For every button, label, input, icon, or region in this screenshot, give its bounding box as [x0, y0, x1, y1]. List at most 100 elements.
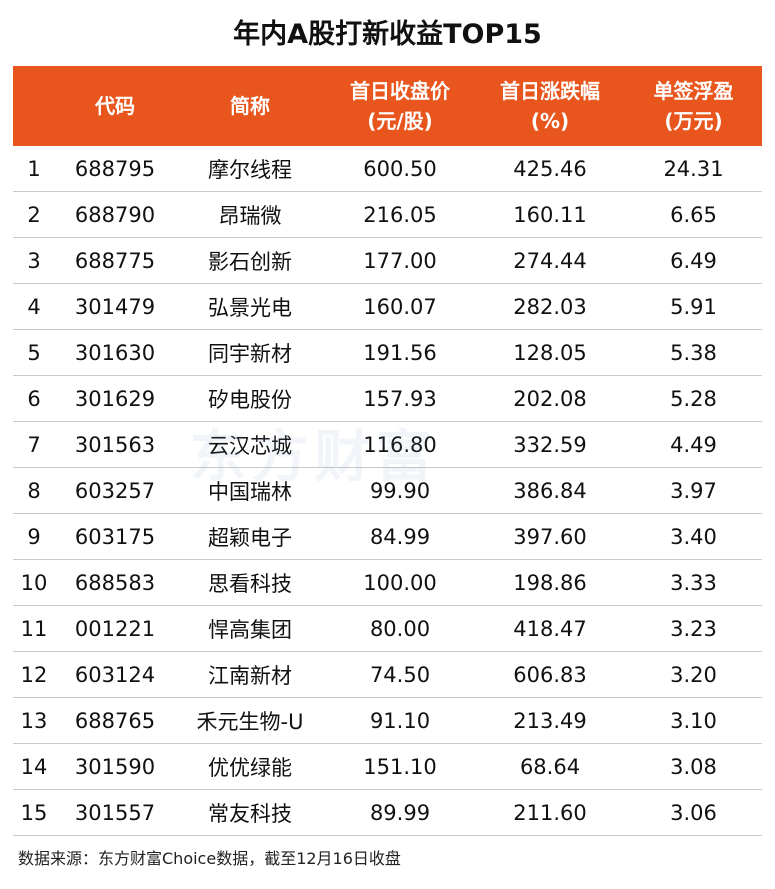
table-cell: 116.80: [363, 432, 437, 457]
table-row: 5 301630 同宇新材 191.56 128.05 5.38: [13, 330, 762, 376]
table-row: 6 301629 矽电股份 157.93 202.08 5.28: [13, 376, 762, 422]
table-cell: 688775: [74, 248, 156, 273]
title: 年内A股打新收益TOP15: [233, 19, 542, 50]
table-cell: 5: [27, 340, 41, 365]
table-cell: 386.84: [513, 478, 587, 503]
table-row: 15 301557 常友科技 89.99 211.60 3.06: [13, 790, 762, 836]
header-cell: 代码: [95, 94, 135, 118]
table-cell: 301557: [74, 800, 156, 825]
table-cell: 397.60: [513, 524, 587, 549]
table-cell: 云汉芯城: [208, 433, 292, 458]
source-note: 数据来源：东方财富Choice数据，截至12月16日收盘: [18, 849, 401, 868]
table-cell: 688765: [74, 708, 156, 733]
table-cell: 4: [27, 294, 41, 319]
table-cell: 3.08: [670, 754, 717, 779]
table-cell: 600.50: [363, 156, 437, 181]
table-cell: 11: [20, 616, 48, 641]
table-cell: 3.23: [670, 616, 717, 641]
table-cell: 13: [20, 708, 48, 733]
table-row: 12 603124 江南新材 74.50 606.83 3.20: [13, 652, 762, 698]
table-cell: 5.38: [670, 340, 717, 365]
table-cell: 301590: [74, 754, 156, 779]
header-cell: 首日收盘价 (元/股): [350, 79, 450, 133]
table-cell: 603124: [74, 662, 156, 687]
table-cell: 301479: [74, 294, 156, 319]
table-cell: 211.60: [513, 800, 587, 825]
table-cell: 3.06: [670, 800, 717, 825]
table-cell: 6.49: [670, 248, 717, 273]
table-cell: 思看科技: [208, 571, 292, 596]
table-cell: 301629: [74, 386, 156, 411]
table-cell: 影石创新: [208, 249, 292, 274]
table-cell: 68.64: [519, 754, 581, 779]
table-cell: 74.50: [369, 662, 431, 687]
table-cell: 24.31: [663, 156, 724, 181]
table-row: 9 603175 超颖电子 84.99 397.60 3.40: [13, 514, 762, 560]
table-cell: 5.28: [670, 386, 717, 411]
table-cell: 3.97: [670, 478, 717, 503]
table-row: 14 301590 优优绿能 151.10 68.64 3.08: [13, 744, 762, 790]
table-cell: 688790: [74, 202, 156, 227]
table-cell: 8: [27, 478, 41, 503]
header-cell: 首日涨跌幅 (%): [500, 79, 600, 133]
table-cell: 12: [20, 662, 48, 687]
table-row: 11 001221 悍高集团 80.00 418.47 3.23: [13, 606, 762, 652]
table-cell: 274.44: [513, 248, 587, 273]
header-row: 代码 简称 首日收盘价 (元/股) 首日涨跌幅 (%) 单签浮盈 (万元): [13, 66, 762, 146]
table-cell: 191.56: [363, 340, 437, 365]
table-cell: 江南新材: [208, 663, 292, 688]
table-cell: 悍高集团: [208, 617, 292, 642]
table-row: 13 688765 禾元生物-U 91.10 213.49 3.10: [13, 698, 762, 744]
table-cell: 摩尔线程: [208, 157, 292, 182]
table-row: 7 301563 云汉芯城 116.80 332.59 4.49: [13, 422, 762, 468]
table-cell: 中国瑞林: [208, 479, 292, 504]
table-cell: 425.46: [513, 156, 587, 181]
table-cell: 160.11: [513, 202, 587, 227]
table-cell: 91.10: [369, 708, 431, 733]
table-cell: 151.10: [363, 754, 437, 779]
table-cell: 216.05: [363, 202, 437, 227]
table-cell: 6: [27, 386, 41, 411]
table-cell: 9: [27, 524, 41, 549]
table-cell: 100.00: [363, 570, 437, 595]
table-cell: 128.05: [513, 340, 587, 365]
table-cell: 弘景光电: [208, 295, 292, 320]
table-cell: 157.93: [363, 386, 437, 411]
table-cell: 常友科技: [208, 801, 292, 826]
table-cell: 606.83: [513, 662, 587, 687]
table-cell: 177.00: [363, 248, 437, 273]
table-cell: 213.49: [513, 708, 587, 733]
table-cell: 2: [27, 202, 41, 227]
table-row: 3 688775 影石创新 177.00 274.44 6.49: [13, 238, 762, 284]
table-cell: 89.99: [369, 800, 431, 825]
table-cell: 3: [27, 248, 41, 273]
table-cell: 3.20: [670, 662, 717, 687]
table-cell: 99.90: [369, 478, 431, 503]
watermark: 东方财富: [190, 425, 438, 490]
table-cell: 160.07: [363, 294, 437, 319]
table-cell: 688583: [74, 570, 156, 595]
table-cell: 001221: [74, 616, 156, 641]
table-cell: 10: [20, 570, 48, 595]
header-cell: 简称: [230, 94, 270, 118]
table-row: 4 301479 弘景光电 160.07 282.03 5.91: [13, 284, 762, 330]
table-cell: 超颖电子: [208, 525, 292, 550]
table-cell: 418.47: [513, 616, 587, 641]
table-cell: 5.91: [670, 294, 717, 319]
table-cell: 昂瑞微: [218, 203, 282, 228]
table-cell: 301563: [74, 432, 156, 457]
table-cell: 603175: [74, 524, 156, 549]
table-cell: 198.86: [513, 570, 587, 595]
table-cell: 301630: [74, 340, 156, 365]
table-row: 10 688583 思看科技 100.00 198.86 3.33: [13, 560, 762, 606]
table-row: 8 603257 中国瑞林 99.90 386.84 3.97: [13, 468, 762, 514]
table-cell: 14: [20, 754, 48, 779]
table-cell: 202.08: [513, 386, 587, 411]
table-cell: 688795: [74, 156, 156, 181]
table-cell: 4.49: [670, 432, 717, 457]
table-cell: 80.00: [369, 616, 431, 641]
table-row: 1 688795 摩尔线程 600.50 425.46 24.31: [13, 146, 762, 192]
table-row: 2 688790 昂瑞微 216.05 160.11 6.65: [13, 192, 762, 238]
table-cell: 6.65: [670, 202, 717, 227]
